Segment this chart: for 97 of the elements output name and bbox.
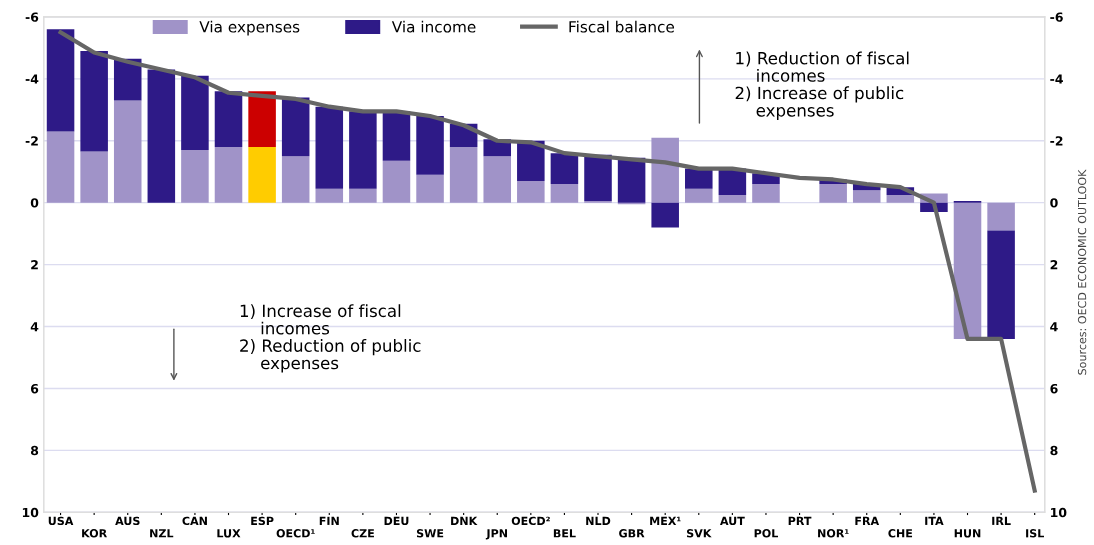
- bar: [349, 188, 377, 203]
- bar: [80, 50, 108, 152]
- x-tick-label: ITA: [925, 516, 944, 525]
- y2-tick-label: -4: [1050, 74, 1063, 84]
- x-tick-label: HUN: [954, 529, 981, 538]
- x-tick-label: NOR¹: [818, 529, 849, 538]
- x-tick-label: DNK: [451, 516, 478, 525]
- x-tick-label: PRT: [788, 516, 812, 525]
- y2-tick-label: 2: [1050, 260, 1058, 270]
- x-tick-label: AUS: [115, 516, 140, 526]
- y2-tick-label: 0: [1050, 198, 1058, 208]
- bar: [852, 190, 881, 203]
- y-tick-label: 10: [22, 507, 39, 518]
- bar: [281, 97, 310, 157]
- bar: [281, 156, 310, 203]
- bar: [416, 174, 444, 203]
- x-tick-label: KOR: [82, 529, 107, 538]
- bar: [517, 181, 545, 203]
- bar: [752, 184, 780, 203]
- bar: [113, 58, 142, 101]
- x-tick-label: POL: [754, 529, 778, 538]
- x-tick-label: AUT: [720, 516, 745, 526]
- x-tick-label: IRL: [992, 516, 1011, 525]
- bar: [46, 131, 75, 203]
- legend-label: Via expenses: [199, 20, 300, 36]
- bar: [819, 184, 847, 203]
- x-tick-label: ESP: [251, 516, 274, 526]
- x-tick-label: SWE: [416, 529, 444, 538]
- x-tick-label: FIN: [319, 516, 339, 525]
- bar: [953, 202, 982, 339]
- x-tick-label: BEL: [553, 529, 576, 538]
- x-tick-label: LUX: [217, 529, 241, 538]
- y2-tick-label: -6: [1050, 12, 1063, 22]
- x-tick-label: CHE: [888, 529, 913, 538]
- bar: [886, 194, 915, 203]
- bar: [617, 157, 646, 203]
- y2-tick-label: -2: [1050, 136, 1063, 146]
- bar: [718, 194, 747, 203]
- annotation: 1) Increase of fiscal incomes 2) Reduction of public expenses: [240, 304, 421, 373]
- x-tick-label: CZE: [351, 529, 374, 538]
- x-tick-label: NZL: [150, 529, 174, 538]
- y-tick-label: 4: [30, 322, 39, 332]
- y-tick-label: 0: [30, 198, 39, 208]
- bar: [584, 154, 612, 202]
- bar: [181, 150, 209, 203]
- bar: [685, 188, 713, 203]
- y-tick-label: -2: [25, 136, 38, 146]
- x-tick-label: NLD: [586, 516, 611, 525]
- bar: [315, 188, 344, 203]
- bar: [382, 111, 411, 161]
- x-tick-label: GBR: [619, 529, 645, 538]
- bar: [449, 146, 478, 203]
- x-tick-label: FRA: [855, 516, 880, 525]
- bar: [248, 146, 276, 203]
- bar: [248, 91, 276, 147]
- bar: [651, 137, 679, 203]
- bar: [416, 115, 444, 175]
- bar: [987, 202, 1015, 231]
- bar: [550, 184, 579, 203]
- bar: [517, 140, 545, 181]
- bar: [80, 151, 108, 203]
- y-tick-label: 6: [30, 383, 39, 394]
- x-tick-label: CAN: [182, 516, 207, 526]
- y-tick-label: 2: [31, 260, 38, 270]
- bar: [147, 69, 176, 203]
- bar: [349, 111, 377, 189]
- x-tick-label: OECD²: [511, 516, 550, 526]
- bar: [483, 156, 512, 203]
- x-tick-label: USA: [48, 516, 74, 526]
- y-tick-label: -4: [25, 74, 39, 84]
- y2-tick-label: 10: [1051, 507, 1067, 518]
- x-tick-label: SVK: [686, 529, 712, 538]
- y2-tick-label: 6: [1050, 383, 1058, 394]
- legend-label: Fiscal balance: [569, 20, 675, 33]
- y-tick-label: -6: [25, 12, 39, 22]
- bar: [181, 75, 209, 151]
- x-tick-label: MEX¹: [650, 516, 681, 525]
- x-tick-label: OECD¹: [276, 529, 315, 538]
- bar: [315, 106, 344, 189]
- bar: [113, 100, 142, 203]
- y2-tick-label: 8: [1050, 445, 1058, 456]
- bar: [214, 146, 243, 203]
- y2-tick-label: 4: [1050, 322, 1058, 332]
- legend-label: Via income: [391, 20, 476, 33]
- bar: [651, 202, 679, 228]
- source-note: Sources: OECD ECONOMIC OUTLOOK: [1077, 169, 1087, 375]
- bar: [685, 168, 713, 189]
- y-tick-label: 8: [30, 445, 39, 456]
- annotation: 1) Reduction of fiscal incomes 2) Increase of public expenses: [735, 51, 909, 120]
- bar: [46, 29, 75, 132]
- x-tick-label: DEU: [384, 516, 409, 526]
- bar: [550, 153, 579, 185]
- x-tick-label: JPN: [485, 529, 508, 540]
- bar: [987, 230, 1015, 339]
- bar: [382, 160, 411, 203]
- x-tick-label: ISL: [1026, 529, 1044, 538]
- bar: [214, 91, 243, 147]
